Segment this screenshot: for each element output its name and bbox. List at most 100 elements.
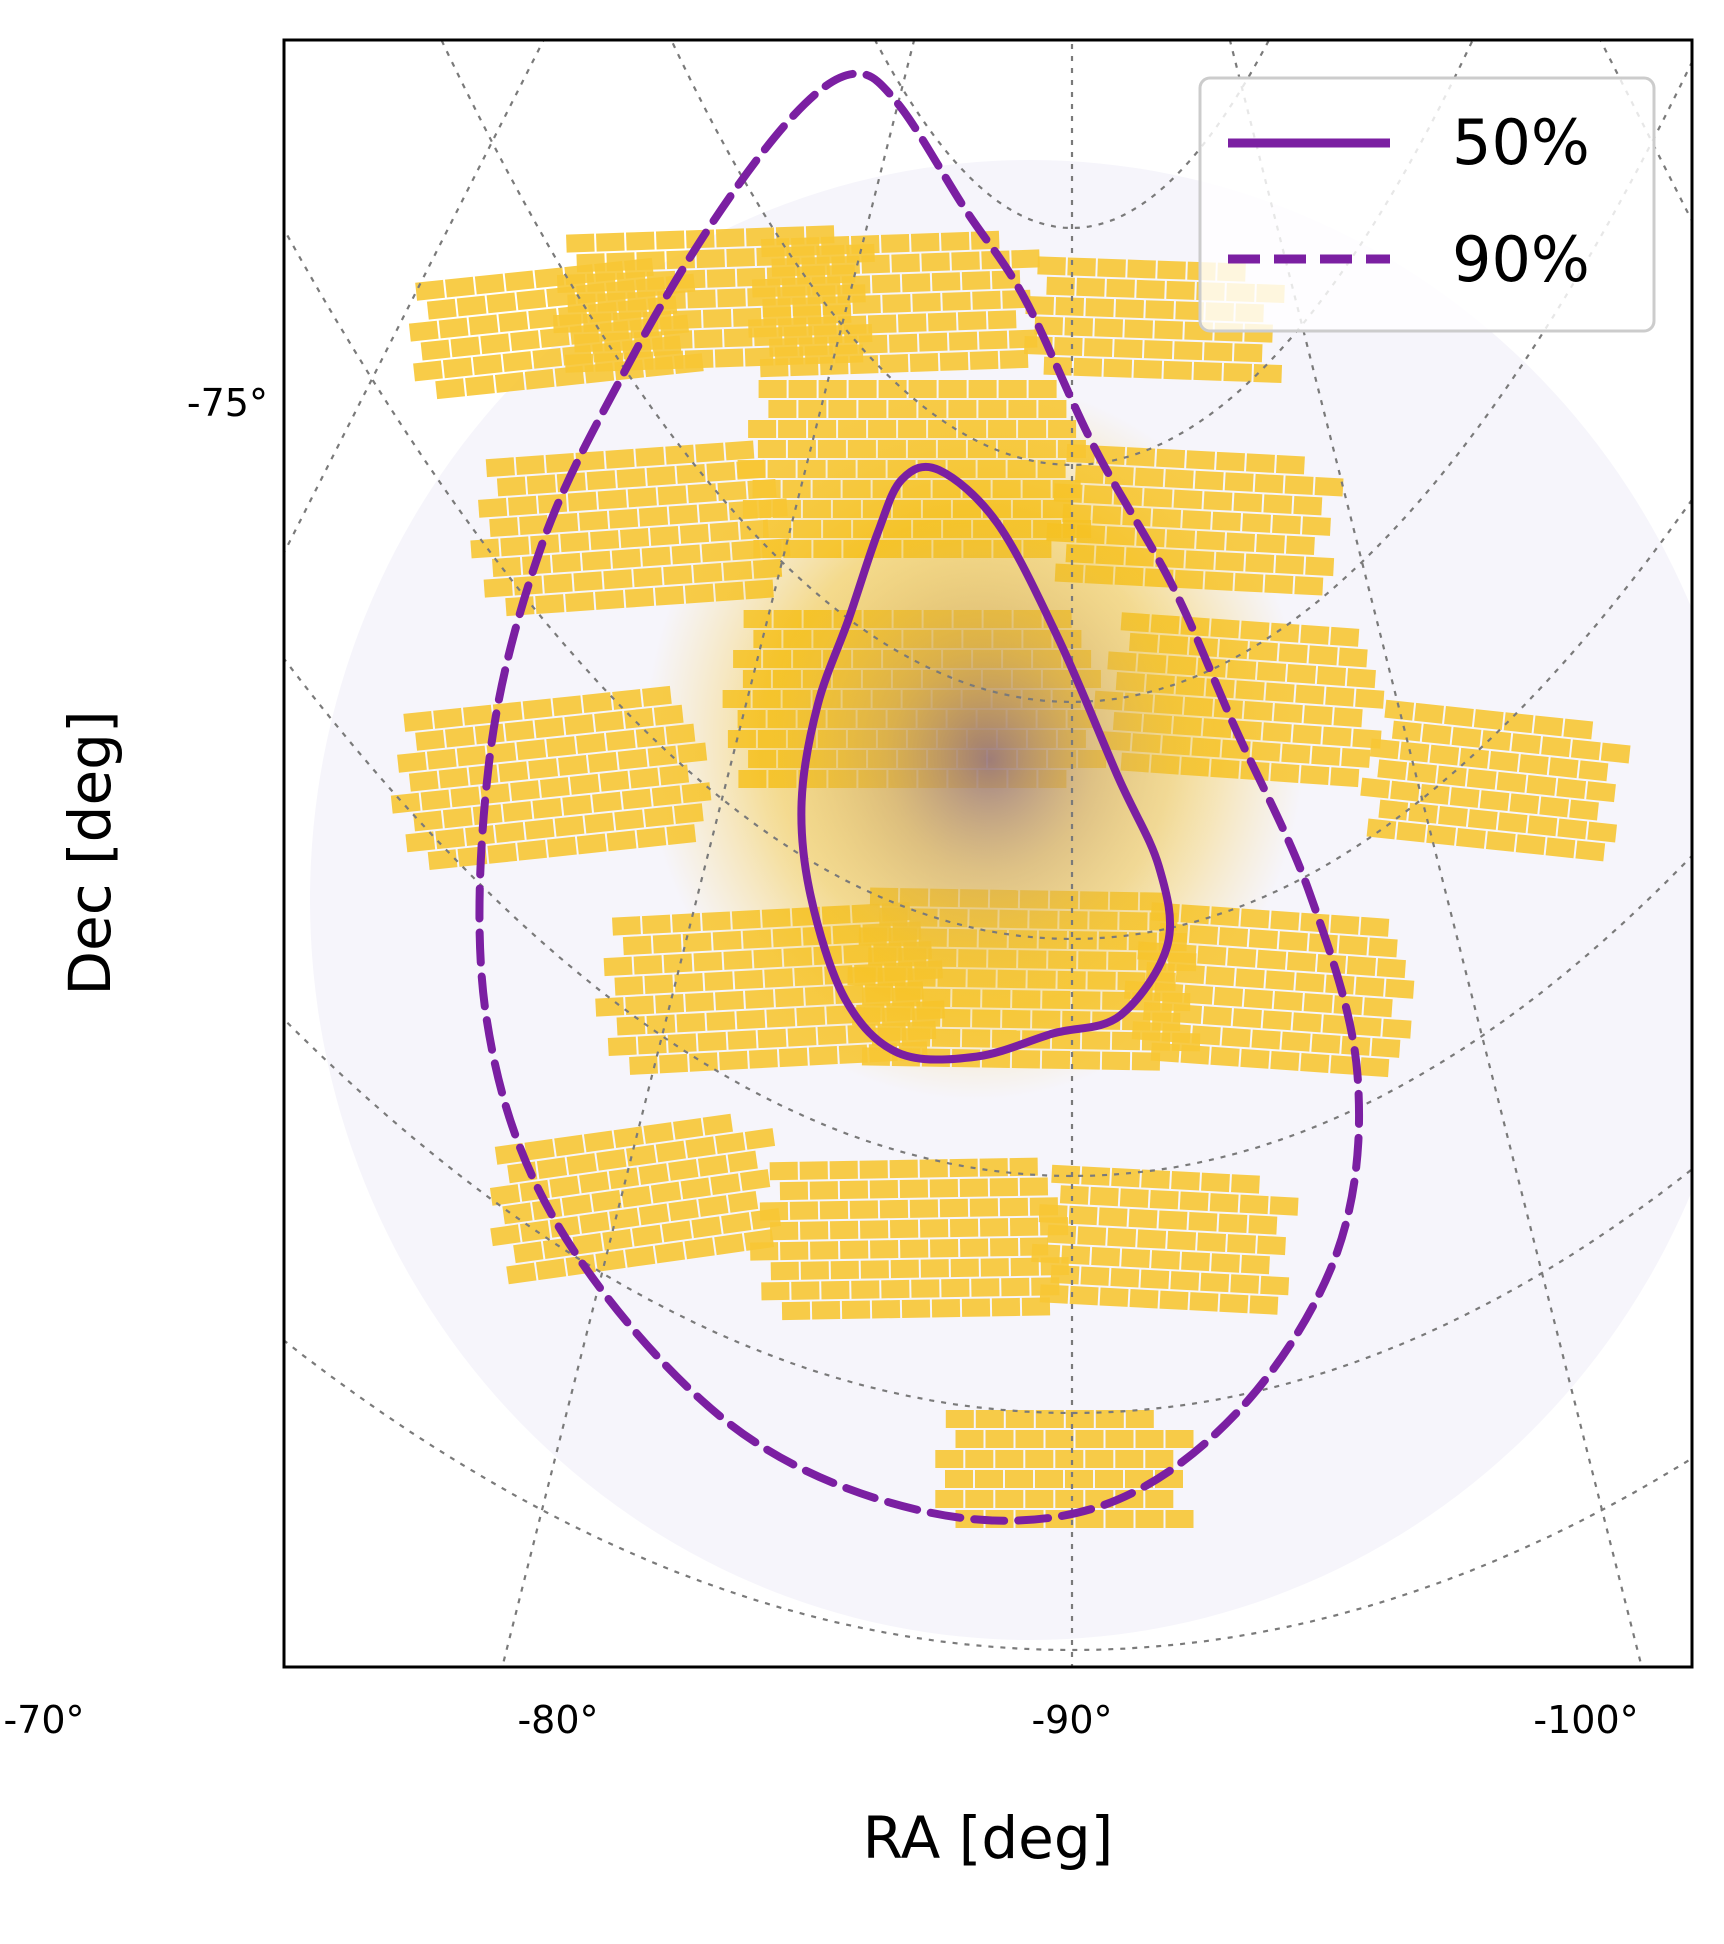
tile xyxy=(910,232,940,252)
tile xyxy=(633,567,663,588)
tile xyxy=(646,466,676,486)
tile xyxy=(576,833,607,855)
tile xyxy=(1352,1016,1382,1037)
tile xyxy=(919,1219,949,1238)
tile xyxy=(971,1278,1000,1297)
tile xyxy=(851,1280,880,1299)
tile xyxy=(1055,1450,1084,1468)
tile xyxy=(1113,339,1143,359)
tile xyxy=(1429,744,1460,766)
tile xyxy=(714,348,744,368)
tile xyxy=(397,751,427,773)
contour-90-percent xyxy=(475,69,1364,1525)
tile xyxy=(1115,1450,1144,1468)
tile xyxy=(626,231,655,251)
legend: 50% 90% xyxy=(1198,76,1656,333)
tile xyxy=(575,450,605,471)
tile xyxy=(489,1184,521,1206)
tile xyxy=(1242,513,1271,533)
tile xyxy=(668,1199,699,1222)
tile xyxy=(1360,1057,1390,1078)
tile xyxy=(695,442,725,463)
tile xyxy=(1366,818,1397,840)
tile xyxy=(1127,259,1156,279)
tile xyxy=(638,506,669,527)
tile xyxy=(526,474,557,495)
tile xyxy=(697,1031,727,1052)
tile xyxy=(1037,256,1066,276)
tile xyxy=(516,289,547,311)
tile xyxy=(558,755,588,776)
tile xyxy=(1095,1410,1124,1428)
tile xyxy=(1360,777,1391,799)
tile xyxy=(1189,1292,1219,1312)
tile xyxy=(1241,1254,1270,1275)
tile xyxy=(1485,831,1516,852)
tile xyxy=(985,1430,1014,1448)
tile xyxy=(1035,1410,1064,1428)
tile xyxy=(1201,1172,1230,1193)
tile xyxy=(1275,454,1305,475)
tile xyxy=(1251,1029,1281,1050)
tile xyxy=(605,729,636,751)
tile xyxy=(890,1259,919,1279)
tile xyxy=(627,291,656,311)
tile xyxy=(717,288,746,308)
tile xyxy=(1541,736,1571,758)
tile xyxy=(1106,278,1135,298)
tile xyxy=(1068,1205,1098,1226)
tile xyxy=(1330,626,1360,647)
tile xyxy=(606,830,637,852)
tile xyxy=(940,231,970,251)
tile xyxy=(650,1181,682,1204)
tile xyxy=(566,233,595,253)
tile xyxy=(1449,787,1480,808)
tile xyxy=(1314,477,1344,497)
tile xyxy=(608,508,639,529)
tile xyxy=(1456,827,1486,849)
tile xyxy=(532,347,563,369)
tile xyxy=(463,704,493,726)
tile xyxy=(789,1201,819,1220)
tile xyxy=(1136,279,1165,299)
tile xyxy=(1038,1204,1068,1224)
tile xyxy=(1191,1025,1221,1046)
tile xyxy=(1105,1430,1134,1448)
tile xyxy=(1216,451,1245,472)
tile xyxy=(587,751,618,773)
tile xyxy=(1051,1164,1081,1185)
tile xyxy=(1069,1285,1099,1306)
tile xyxy=(697,1154,729,1177)
tile xyxy=(608,1167,640,1190)
tile xyxy=(819,1200,849,1220)
tile xyxy=(829,1220,859,1240)
tile xyxy=(799,1161,828,1180)
tile xyxy=(445,726,475,748)
tile xyxy=(1421,723,1452,745)
tile xyxy=(590,530,620,551)
tile xyxy=(897,313,927,333)
tile xyxy=(1050,1264,1080,1285)
tile xyxy=(1231,1174,1260,1194)
tile xyxy=(524,1138,555,1161)
tile xyxy=(1600,742,1631,764)
tile xyxy=(579,510,609,531)
tile xyxy=(468,314,499,336)
tile xyxy=(715,228,745,248)
tile xyxy=(1300,765,1330,786)
tile xyxy=(603,956,633,977)
tile xyxy=(450,336,481,358)
tile xyxy=(725,440,755,461)
tile xyxy=(442,807,473,829)
tile xyxy=(680,1177,711,1200)
tile xyxy=(889,1219,919,1239)
tile xyxy=(637,1034,667,1055)
tile xyxy=(945,1470,973,1488)
tile xyxy=(791,1281,820,1300)
tile xyxy=(1001,1277,1030,1297)
tile xyxy=(961,1298,991,1317)
tile xyxy=(602,1228,633,1251)
tile xyxy=(1548,757,1579,779)
tile xyxy=(1341,747,1371,768)
tile xyxy=(1158,1210,1188,1230)
